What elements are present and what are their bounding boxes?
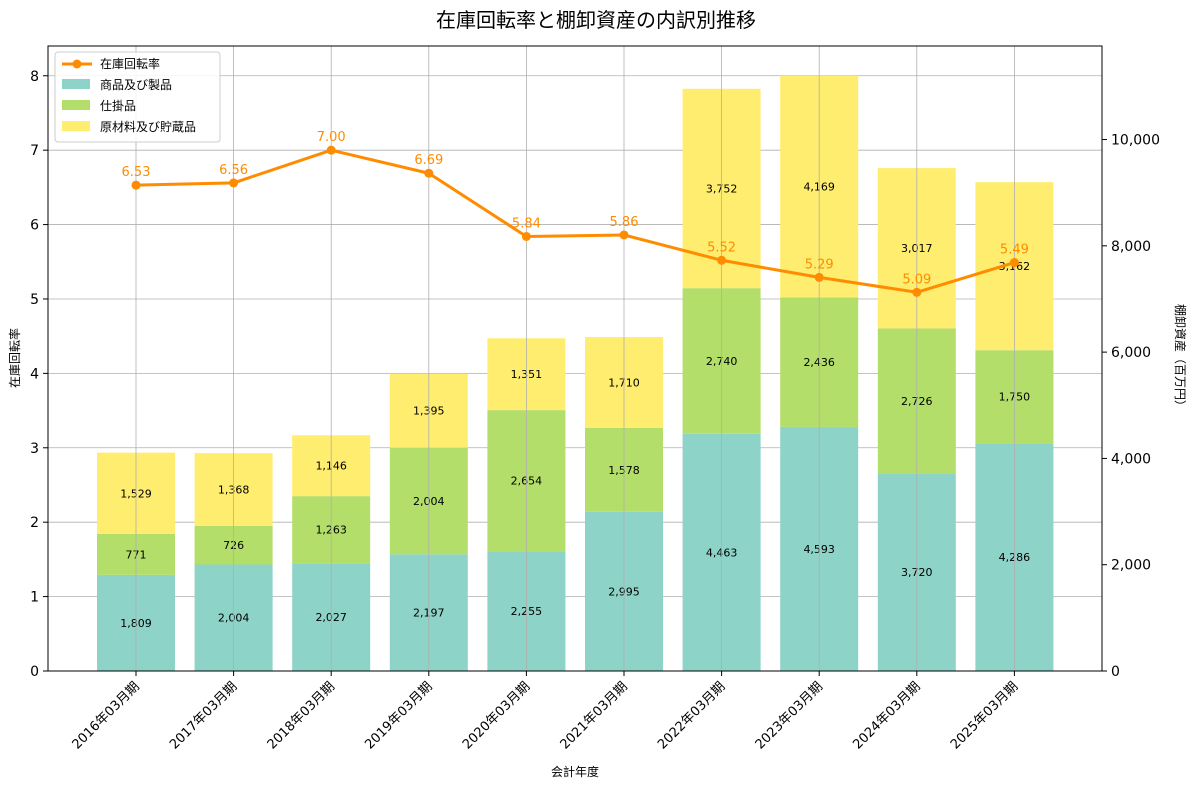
- legend-line-marker: [72, 59, 82, 69]
- y-left-tick-label: 0: [30, 664, 39, 680]
- turnover-point: [424, 168, 434, 178]
- line-layer: 6.53 6.56 7.00 6.69 5.84 5.86 5.52 5.29 5.09 5.49: [122, 130, 1029, 297]
- turnover-label: 5.29: [805, 257, 834, 272]
- turnover-point: [326, 145, 336, 155]
- legend-swatch-products: [62, 79, 90, 89]
- turnover-label: 6.69: [414, 153, 443, 168]
- x-tick-label: 2018年03月期: [265, 679, 338, 752]
- x-tick-label: 2024年03月期: [850, 679, 923, 752]
- turnover-label: 6.53: [122, 165, 151, 180]
- turnover-point: [912, 287, 922, 297]
- y-right-tick-label: 8,000: [1111, 239, 1151, 255]
- y-left-tick-label: 4: [30, 366, 39, 382]
- turnover-line: [135, 148, 1015, 294]
- turnover-point: [521, 231, 531, 241]
- x-tick-label: 2022年03月期: [655, 679, 728, 752]
- y-axis-left-label: 在庫回転率: [7, 328, 22, 388]
- x-tick-label: 2020年03月期: [460, 679, 533, 752]
- y-right-tick-label: 2,000: [1111, 558, 1151, 574]
- turnover-point: [814, 272, 824, 282]
- turnover-label: 5.84: [512, 216, 541, 231]
- legend-swatch-wip: [62, 100, 90, 110]
- legend-box: [54, 51, 221, 143]
- y-left-tick-label: 2: [30, 515, 39, 531]
- legend-label-materials: 原材料及び貯蔵品: [100, 120, 196, 134]
- x-tick-label: 2017年03月期: [167, 679, 240, 752]
- y-right-tick-label: 10,000: [1111, 133, 1160, 149]
- y-left-tick-label: 5: [30, 292, 39, 308]
- y-axis-right-label: 棚卸資産（百万円）: [1173, 304, 1188, 412]
- y-left-tick-label: 3: [30, 441, 39, 457]
- y-right-tick-label: 0: [1111, 664, 1120, 680]
- turnover-point: [1009, 258, 1019, 268]
- x-tick-label: 2023年03月期: [753, 679, 826, 752]
- chart-title: 在庫回転率と棚卸資産の内訳別推移: [436, 8, 756, 32]
- y-left-tick-label: 7: [30, 143, 39, 159]
- legend-label-wip: 仕掛品: [100, 98, 136, 113]
- y-left-tick-label: 1: [30, 590, 39, 606]
- turnover-label: 5.09: [902, 272, 931, 287]
- plot-frame: [47, 45, 1103, 672]
- turnover-point: [619, 230, 629, 240]
- legend-label-turnover: 在庫回転率: [100, 56, 160, 71]
- y-left-tick-label: 6: [30, 218, 39, 234]
- x-tick-label: 2019年03月期: [362, 679, 435, 752]
- turnover-label: 5.49: [1000, 243, 1029, 258]
- y-right-tick-label: 6,000: [1111, 345, 1151, 361]
- turnover-point: [717, 255, 727, 265]
- turnover-label: 7.00: [317, 130, 346, 145]
- turnover-label: 5.86: [610, 215, 639, 230]
- turnover-point: [131, 180, 141, 190]
- turnover-label: 5.52: [707, 240, 736, 255]
- legend-label-products: 商品及び製品: [100, 77, 172, 92]
- turnover-label: 6.56: [219, 163, 248, 178]
- x-tick-label: 2016年03月期: [70, 679, 143, 752]
- legend: 在庫回転率 商品及び製品 仕掛品 原材料及び貯蔵品: [54, 51, 221, 143]
- x-axis-label: 会計年度: [551, 764, 599, 779]
- y-right-tick-label: 4,000: [1111, 451, 1151, 467]
- y-left-tick-label: 8: [30, 69, 39, 85]
- x-tick-label: 2025年03月期: [948, 679, 1021, 752]
- legend-swatch-materials: [62, 121, 90, 131]
- x-tick-label: 2021年03月期: [558, 679, 631, 752]
- turnover-point: [229, 178, 239, 188]
